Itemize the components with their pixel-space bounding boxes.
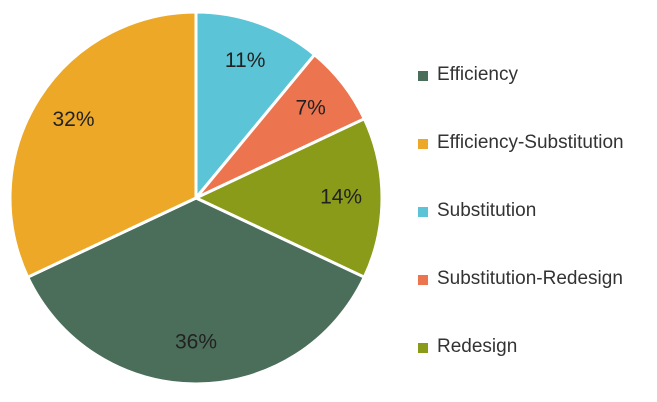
legend-swatch — [418, 207, 428, 217]
slice-label-efficiency-substitution: 32% — [52, 108, 94, 131]
legend-label: Redesign — [437, 336, 518, 357]
legend-swatch — [418, 275, 428, 285]
pie-slice-labels: 11% 7% 14% 36% 32% — [52, 49, 362, 354]
slice-label-substitution-redesign: 7% — [295, 97, 325, 120]
chart-legend: Efficiency Efficiency-Substitution Substit… — [418, 62, 654, 402]
legend-label: Efficiency-Substitution — [437, 132, 624, 153]
legend-item-substitution-redesign: Substitution-Redesign — [418, 266, 654, 334]
pie-chart: 11% 7% 14% 36% 32% — [8, 10, 384, 384]
pie-slices — [8, 10, 384, 384]
pie-slice-substitution — [194, 10, 317, 200]
legend-label: Efficiency — [437, 64, 518, 85]
pie-slice-efficiency-substitution — [8, 10, 198, 279]
legend-item-redesign: Redesign — [418, 334, 654, 402]
legend-label: Substitution-Redesign — [437, 268, 623, 289]
legend-swatch — [418, 71, 428, 81]
legend-swatch — [418, 139, 428, 149]
slice-label-efficiency: 36% — [175, 331, 217, 354]
legend-item-substitution: Substitution — [418, 198, 654, 266]
slice-label-substitution: 11% — [225, 49, 265, 72]
legend-swatch — [418, 343, 428, 353]
legend-item-efficiency-substitution: Efficiency-Substitution — [418, 130, 654, 198]
slice-label-redesign: 14% — [320, 186, 362, 209]
legend-item-efficiency: Efficiency — [418, 62, 654, 130]
pie-slice-efficiency — [26, 196, 366, 384]
pie-slice-redesign — [194, 117, 384, 279]
legend-label: Substitution — [437, 200, 537, 221]
